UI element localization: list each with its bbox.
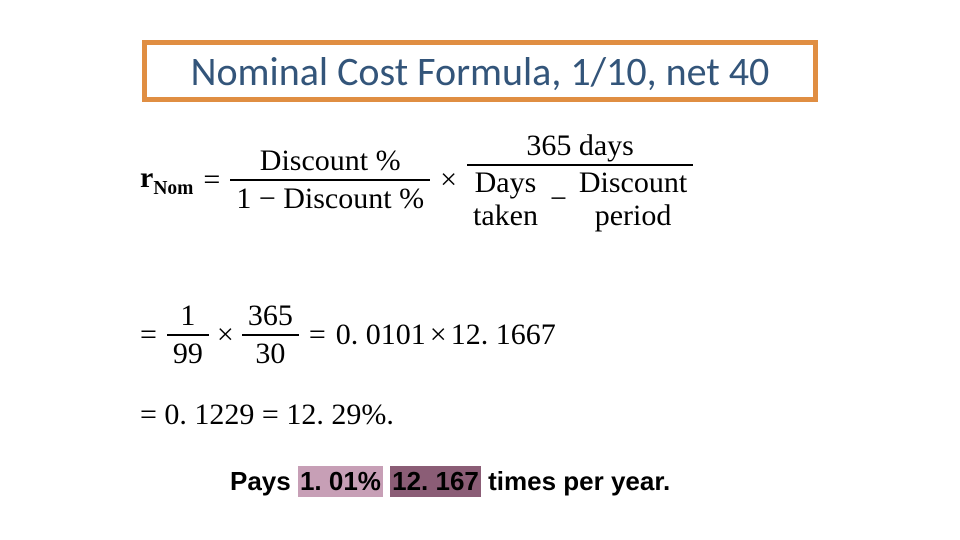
caption-suffix: times per year. (481, 466, 670, 496)
val-0-0101: 0. 0101 (336, 318, 426, 352)
caption-prefix: Pays (230, 466, 298, 496)
caption-mid (383, 466, 390, 496)
discount-label: Discount (579, 166, 687, 199)
highlight-2: 12. 167 (390, 466, 481, 497)
fraction-discount: Discount % 1 − Discount % (230, 143, 430, 217)
frac1-den: 1 − Discount % (230, 181, 430, 217)
r-subscript: Nom (153, 178, 193, 199)
formula-nominal-rate: rNom = Discount % 1 − Discount % × 365 d… (140, 128, 860, 232)
fraction-365-30: 365 30 (242, 298, 299, 372)
equals-sign: = (203, 163, 220, 197)
fraction-1-99: 1 99 (167, 298, 209, 372)
val-12-1667: 12. 1667 (451, 318, 556, 352)
eq2: = (309, 318, 326, 352)
minus-sign: − (550, 181, 567, 217)
lhs-r: rNom (140, 161, 193, 200)
period-label: period (595, 199, 672, 232)
times-1: × (217, 318, 234, 352)
times-2: × (430, 318, 447, 352)
discount-period-stack: Discount period (579, 166, 687, 232)
formula-result: = 0. 1229 = 12. 29%. (140, 398, 394, 432)
times-sign: × (440, 163, 457, 197)
title-container: Nominal Cost Formula, 1/10, net 40 (142, 40, 818, 102)
fraction-days: 365 days Days taken − Discount period (467, 128, 693, 232)
eq1: = (140, 318, 157, 352)
frac2-num: 365 days (520, 128, 640, 164)
highlight-1: 1. 01% (298, 466, 383, 497)
days-taken-stack: Days taken (473, 166, 538, 232)
num-365: 365 (242, 298, 299, 334)
den-99: 99 (167, 336, 209, 372)
den-30: 30 (249, 336, 291, 372)
r-symbol: r (140, 161, 153, 194)
frac2-den: Days taken − Discount period (467, 166, 693, 232)
formula-substitution: = 1 99 × 365 30 = 0. 0101 × 12. 1667 (140, 298, 556, 372)
days-label: Days (475, 166, 537, 199)
num-1: 1 (174, 298, 201, 334)
slide-title: Nominal Cost Formula, 1/10, net 40 (191, 47, 770, 96)
slide: Nominal Cost Formula, 1/10, net 40 rNom … (0, 0, 960, 540)
taken-label: taken (473, 199, 538, 232)
frac1-num: Discount % (254, 143, 407, 179)
caption: Pays 1. 01% 12. 167 times per year. (230, 466, 670, 497)
